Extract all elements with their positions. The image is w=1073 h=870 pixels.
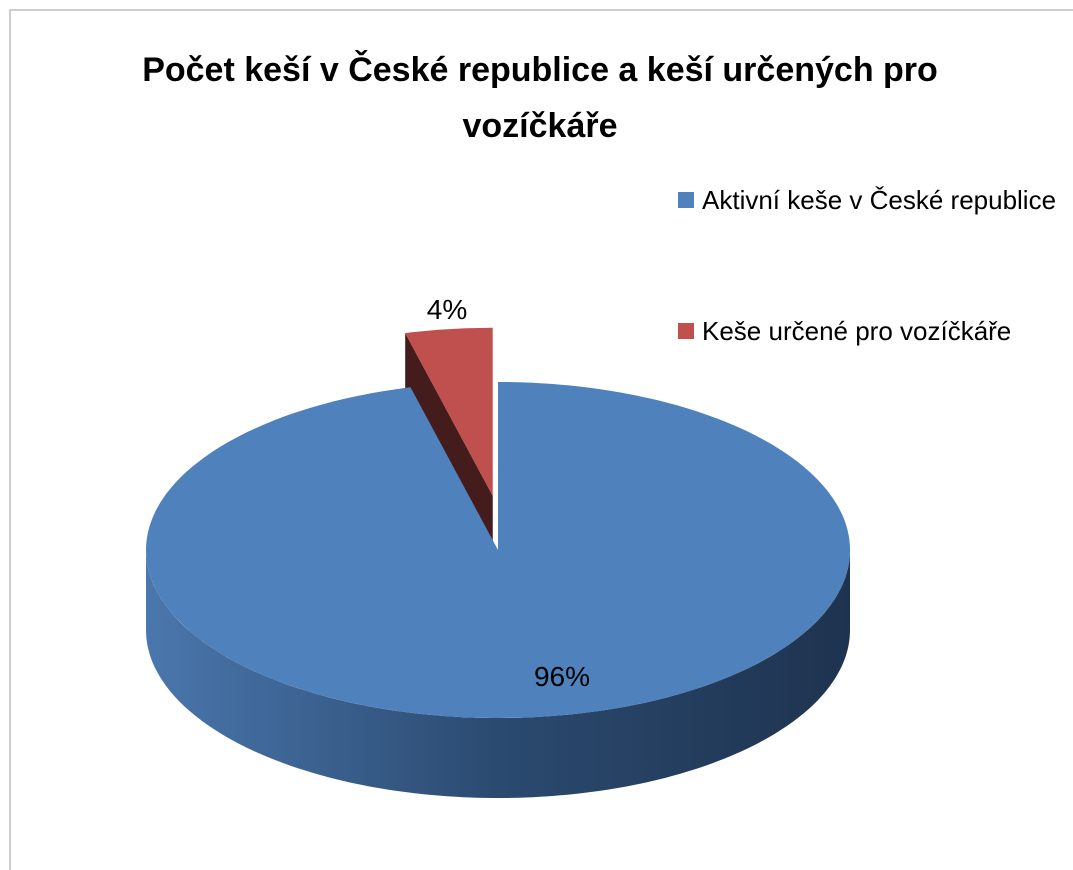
legend-swatch [678,323,694,339]
data-label: 4% [426,294,468,325]
pie-slice [146,382,850,718]
legend-label: Keše určené pro vozíčkáře [702,316,1012,346]
pie-slice [405,327,493,496]
legend-label: Aktivní keše v České republice [702,185,1057,215]
chart-title: Počet keší v České republice a keší urče… [142,51,938,145]
legend-item: Keše určené pro vozíčkáře [678,309,1011,353]
chart-border [9,9,1073,870]
data-label: 96% [533,661,591,692]
pie-side [146,550,850,798]
legend-swatch [678,192,694,208]
legend-item: Aktivní keše v České republice [678,178,1056,222]
